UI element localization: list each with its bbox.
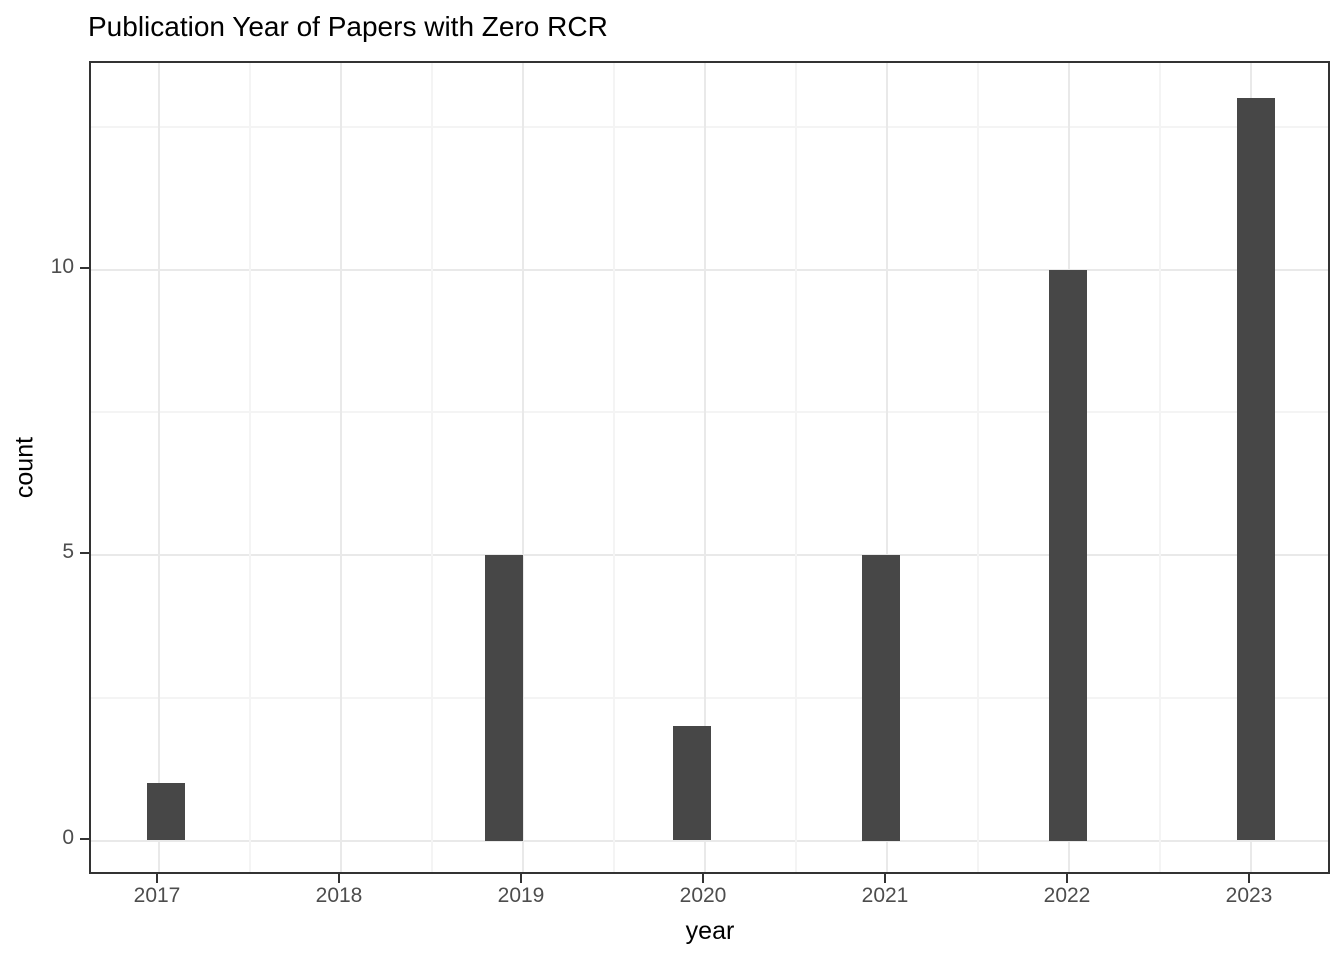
gridline-minor-vertical xyxy=(613,63,615,872)
x-tick-label: 2019 xyxy=(497,884,545,907)
gridline-minor-vertical xyxy=(431,63,433,872)
x-tick-label: 2020 xyxy=(679,884,727,907)
y-tick-label: 0 xyxy=(62,825,74,849)
x-tick-mark xyxy=(1248,874,1250,883)
y-tick-mark xyxy=(80,266,89,269)
y-tick-label: 5 xyxy=(62,540,74,563)
plot-panel xyxy=(89,61,1330,874)
gridline-minor-horizontal xyxy=(91,125,1328,128)
gridline-minor-vertical xyxy=(795,63,797,872)
x-tick-label: 2018 xyxy=(315,884,363,907)
plot-title: Publication Year of Papers with Zero RCR xyxy=(88,11,608,42)
y-tick-mark xyxy=(80,837,89,840)
bar-2022 xyxy=(1049,269,1087,841)
gridline-major-vertical xyxy=(158,63,160,872)
gridline-minor-vertical xyxy=(1159,63,1161,872)
gridline-major-horizontal xyxy=(91,268,1328,271)
bar-2020 xyxy=(673,726,711,841)
bar-2021 xyxy=(861,555,900,841)
x-tick-label: 2023 xyxy=(1225,884,1273,907)
y-axis-title: count xyxy=(10,436,39,499)
x-tick-label: 2022 xyxy=(1043,884,1091,907)
x-tick-mark xyxy=(156,874,158,883)
gridline-major-vertical xyxy=(340,63,342,872)
gridline-major-horizontal xyxy=(91,554,1328,556)
gridline-major-horizontal xyxy=(91,839,1328,842)
gridline-minor-vertical xyxy=(977,63,979,872)
x-axis-title: year xyxy=(685,917,735,945)
y-tick-label: 10 xyxy=(50,254,74,278)
gridline-minor-horizontal xyxy=(91,411,1328,414)
gridline-major-vertical xyxy=(522,63,524,872)
gridline-major-vertical xyxy=(704,63,706,872)
x-tick-mark xyxy=(1066,874,1068,883)
x-tick-mark xyxy=(338,874,340,883)
x-tick-mark xyxy=(702,874,704,883)
bar-2019 xyxy=(484,555,523,841)
gridline-minor-vertical xyxy=(249,63,251,872)
gridline-minor-horizontal xyxy=(91,696,1328,699)
x-tick-label: 2017 xyxy=(133,884,181,907)
bar-2023 xyxy=(1236,98,1275,841)
x-tick-label: 2021 xyxy=(861,884,909,907)
x-tick-mark xyxy=(520,874,522,883)
gridline-major-vertical xyxy=(886,63,888,872)
bar-2017 xyxy=(146,783,185,841)
x-tick-mark xyxy=(884,874,886,883)
y-tick-mark xyxy=(80,552,89,554)
